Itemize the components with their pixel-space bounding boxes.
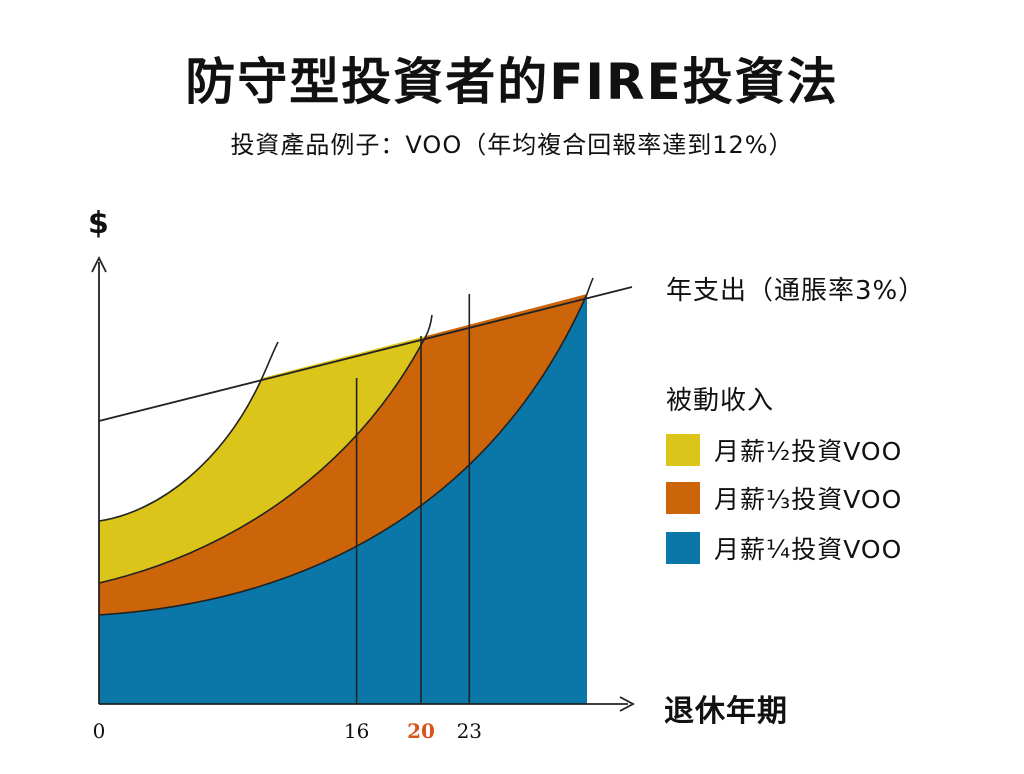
legend-title: 被動收入 [666, 386, 775, 416]
x-tick-16: 16 [344, 719, 369, 743]
legend-item-half: 月薪½投資VOO [666, 432, 902, 468]
expense-line-label: 年支出（通脹率3%） [666, 276, 926, 306]
curve-half [98, 341, 279, 522]
chart-title: 防守型投資者的FIRE投資法 [185, 53, 839, 111]
legend-label-half: 月薪½投資VOO [714, 437, 903, 466]
y-axis-label: $ [88, 206, 109, 241]
legend-label-quarter: 月薪¼投資VOO [714, 535, 903, 564]
area-quarter [99, 294, 587, 704]
chart-subtitle: 投資產品例子：VOO（年均複合回報率達到12%） [230, 131, 794, 159]
x-tick-20: 20 [407, 719, 435, 743]
expense-line [98, 286, 633, 422]
x-tick-0: 0 [93, 719, 106, 743]
curve-quarter [98, 277, 594, 616]
legend-swatch-half [666, 434, 700, 466]
x-tick-23: 23 [457, 719, 482, 743]
legend-item-quarter: 月薪¼投資VOO [666, 530, 902, 566]
legend-item-third: 月薪⅓投資VOO [666, 480, 902, 516]
legend-label-third: 月薪⅓投資VOO [714, 485, 903, 514]
area-half [99, 336, 426, 583]
legend-swatch-third [666, 482, 700, 514]
x-axis-label: 退休年期 [664, 694, 788, 729]
x-axis-arrow [619, 696, 635, 712]
y-axis-arrow [91, 255, 107, 273]
area-third [99, 294, 587, 615]
legend-swatch-quarter [666, 532, 700, 564]
